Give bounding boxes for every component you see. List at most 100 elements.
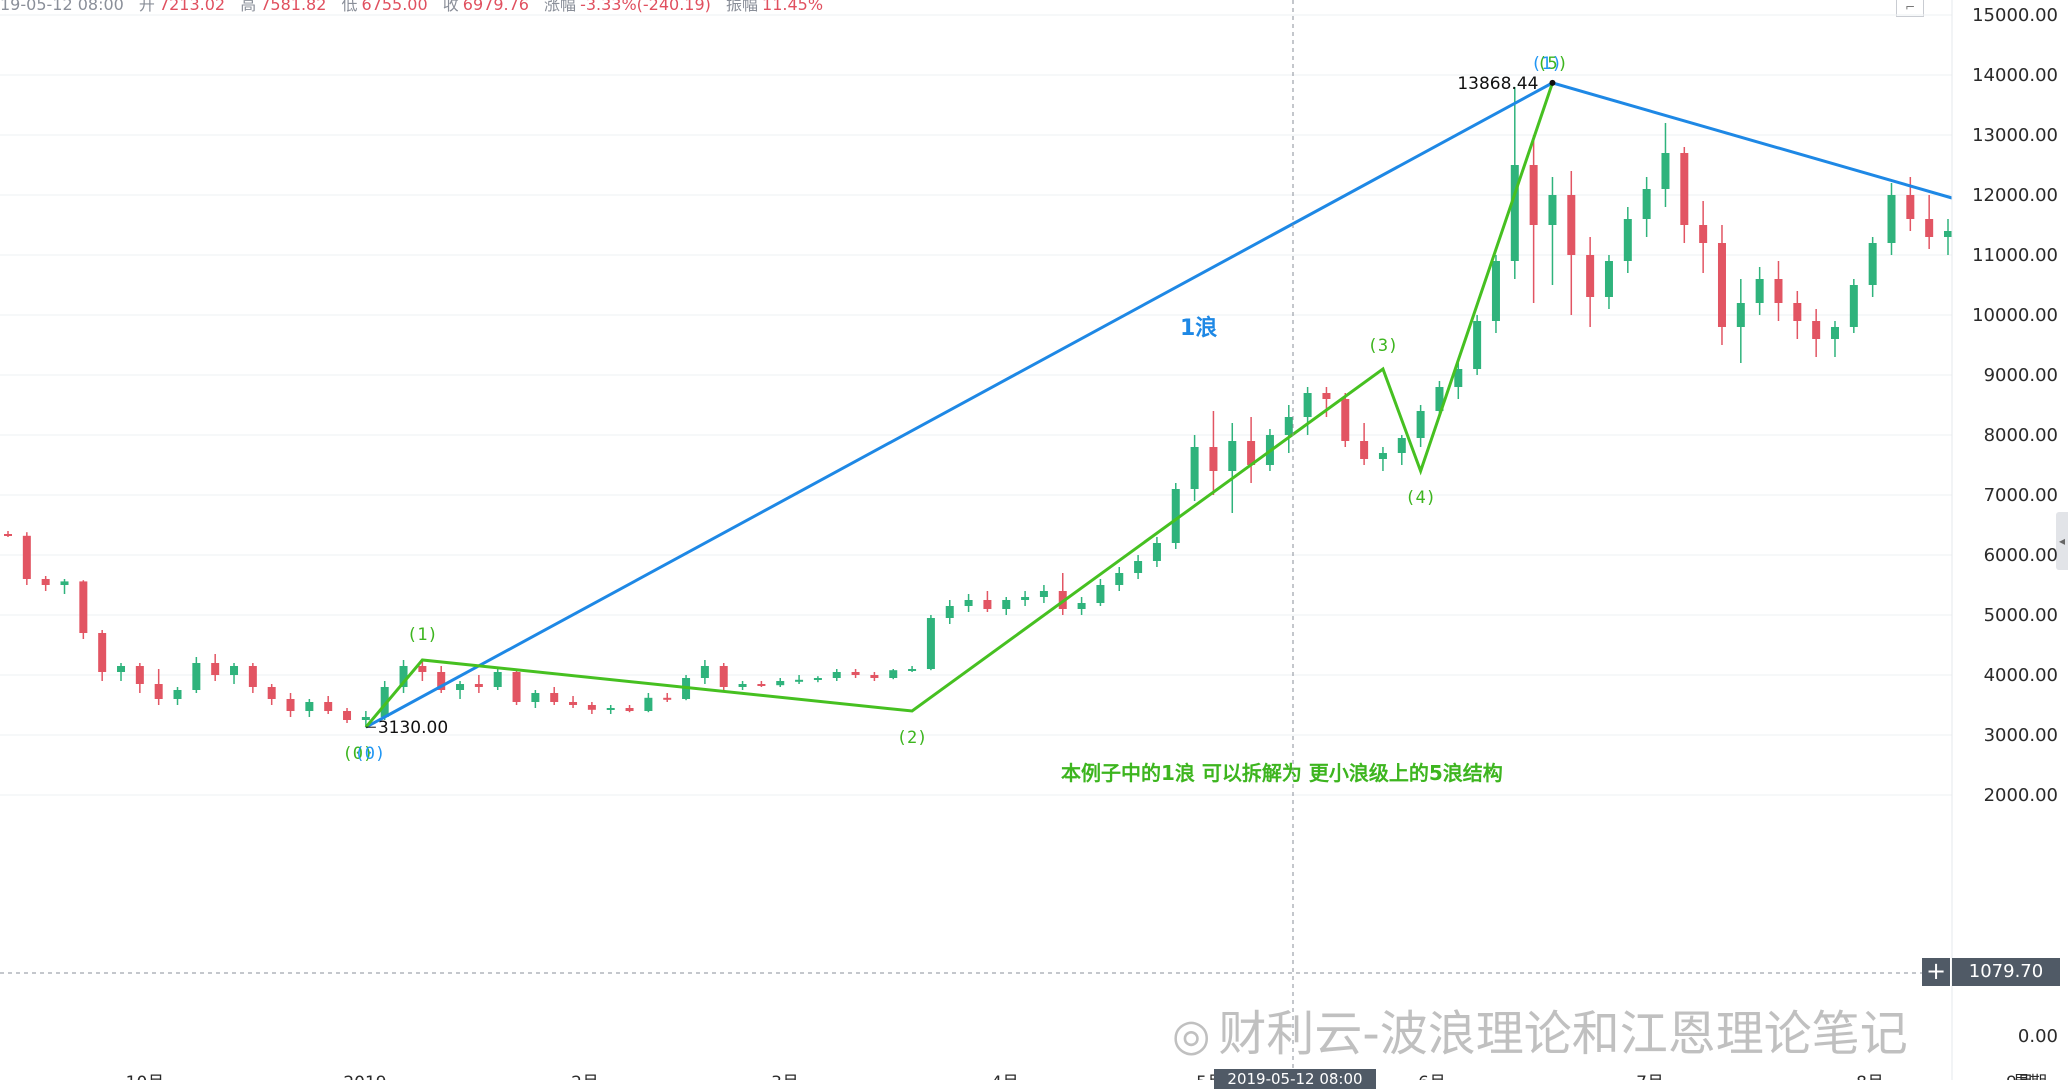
candle-body (813, 678, 822, 680)
y-tick-label: 0.00 (2018, 1026, 2058, 1047)
y-tick-label: 14000.00 (1972, 65, 2058, 86)
add-price-alert-icon[interactable]: + (1922, 958, 1950, 986)
x-tick-label: 9月 (2006, 1073, 2034, 1080)
candle-body (889, 670, 898, 678)
candle-body (644, 697, 653, 711)
candle-body (1774, 279, 1783, 303)
candle-body (1830, 327, 1839, 339)
candle-body (1793, 303, 1802, 321)
candle-body (1134, 561, 1143, 573)
candle-body (1360, 441, 1369, 459)
candle-body (851, 672, 860, 675)
x-tick-label: 6月 (1418, 1073, 1446, 1080)
candle-body (757, 684, 766, 686)
candle-body (1002, 600, 1011, 609)
price-label-low: 3130.00 (378, 718, 448, 738)
candle-body (1284, 417, 1293, 435)
y-tick-label: 8000.00 (1984, 425, 2058, 446)
candle-body (4, 534, 12, 536)
candle-body (399, 666, 408, 687)
candle-body (795, 679, 804, 682)
candle-body (493, 672, 502, 687)
wave-1-line (365, 81, 1953, 729)
header-low-label: 低 (341, 0, 358, 14)
ohlc-header: 19-05-12 08:00 开 7213.02 高 7581.82 低 6755.0… (0, 0, 823, 14)
y-tick-label: 2000.00 (1984, 785, 2058, 806)
candle-body (1171, 489, 1180, 543)
candle-body (22, 535, 31, 579)
candle-body (1944, 231, 1952, 237)
candle-body (1604, 261, 1613, 297)
candle-body (1077, 603, 1086, 609)
wave-1-start-label: (0) (355, 744, 386, 764)
candle-body (587, 705, 596, 710)
candle-body (983, 600, 992, 609)
candle-body (1736, 303, 1745, 327)
candle-body (1435, 387, 1444, 411)
candle-body (1322, 393, 1331, 399)
candle-body (248, 666, 257, 687)
sub-wave-label: (4) (1405, 488, 1436, 508)
x-tick-label: 8月 (1856, 1073, 1884, 1080)
candle-body (1868, 243, 1877, 285)
candle-body (79, 581, 88, 633)
y-tick-label: 5000.00 (1984, 605, 2058, 626)
crosshair-price-tag: 1079.70 (1952, 958, 2060, 986)
candle-body (625, 708, 634, 711)
y-tick-label: 11000.00 (1972, 245, 2058, 266)
candle-body (1491, 261, 1500, 321)
side-panel-handle-icon[interactable]: ◂ (2056, 512, 2068, 570)
candle-body (1567, 195, 1576, 255)
y-tick-label: 9000.00 (1984, 365, 2058, 386)
candle-body (211, 663, 220, 675)
candle-body (606, 708, 615, 710)
sub-wave-path (364, 82, 1554, 729)
x-tick-label: 2月 (571, 1073, 599, 1080)
candle-body (832, 672, 841, 678)
header-open-value: 7213.02 (158, 0, 226, 14)
candle-body (1529, 165, 1538, 225)
y-tick-label: 6000.00 (1984, 545, 2058, 566)
header-change-label: 涨幅 (544, 0, 577, 14)
x-tick-label: 2019 (343, 1073, 386, 1080)
candle-body (719, 666, 728, 687)
candle-body (1755, 279, 1764, 303)
candle-body (1209, 447, 1218, 471)
candle-body (738, 684, 747, 687)
crosshair-time-tag: 2019-05-12 08:00 (1214, 1069, 1376, 1089)
x-tick-label: 7月 (1636, 1073, 1664, 1080)
candle-body (98, 633, 107, 672)
candle-body (1680, 153, 1689, 225)
fullscreen-icon[interactable]: ⌐ (1896, 0, 1924, 17)
candle-body (1190, 447, 1199, 489)
sub-wave-annotation: 本例子中的1浪 可以拆解为 更小浪级上的5浪结构 (1061, 761, 1503, 785)
candle-body (1812, 321, 1821, 339)
y-tick-label: 13000.00 (1972, 125, 2058, 146)
header-low-value: 6755.00 (361, 0, 428, 14)
candle-body (117, 666, 126, 672)
y-tick-label: 3000.00 (1984, 725, 2058, 746)
candle-body (945, 606, 954, 618)
candle-body (1510, 165, 1519, 261)
candle-body (41, 579, 50, 585)
candle-body (60, 581, 69, 585)
candle-body (173, 690, 182, 699)
weibo-logo-icon: ◎ (1172, 1010, 1211, 1061)
candle-body (324, 702, 333, 711)
candle-body (1039, 591, 1048, 597)
header-close-value: 6979.76 (462, 0, 529, 14)
sub-wave-label: (3) (1368, 336, 1399, 356)
candle-body (569, 702, 578, 705)
candle-body (230, 666, 239, 675)
candle-body (305, 702, 314, 711)
header-datetime: 19-05-12 08:00 (0, 0, 124, 14)
x-tick-extra-label: 星期 (2013, 1073, 2047, 1080)
candle-body (550, 693, 559, 702)
price-label-high-dot (1549, 79, 1556, 86)
candle-body (870, 675, 879, 678)
candle-body (1849, 285, 1858, 327)
sub-wave-label: (0) (343, 744, 374, 764)
x-tick-label: 3月 (771, 1073, 799, 1080)
candle-body (343, 711, 352, 720)
